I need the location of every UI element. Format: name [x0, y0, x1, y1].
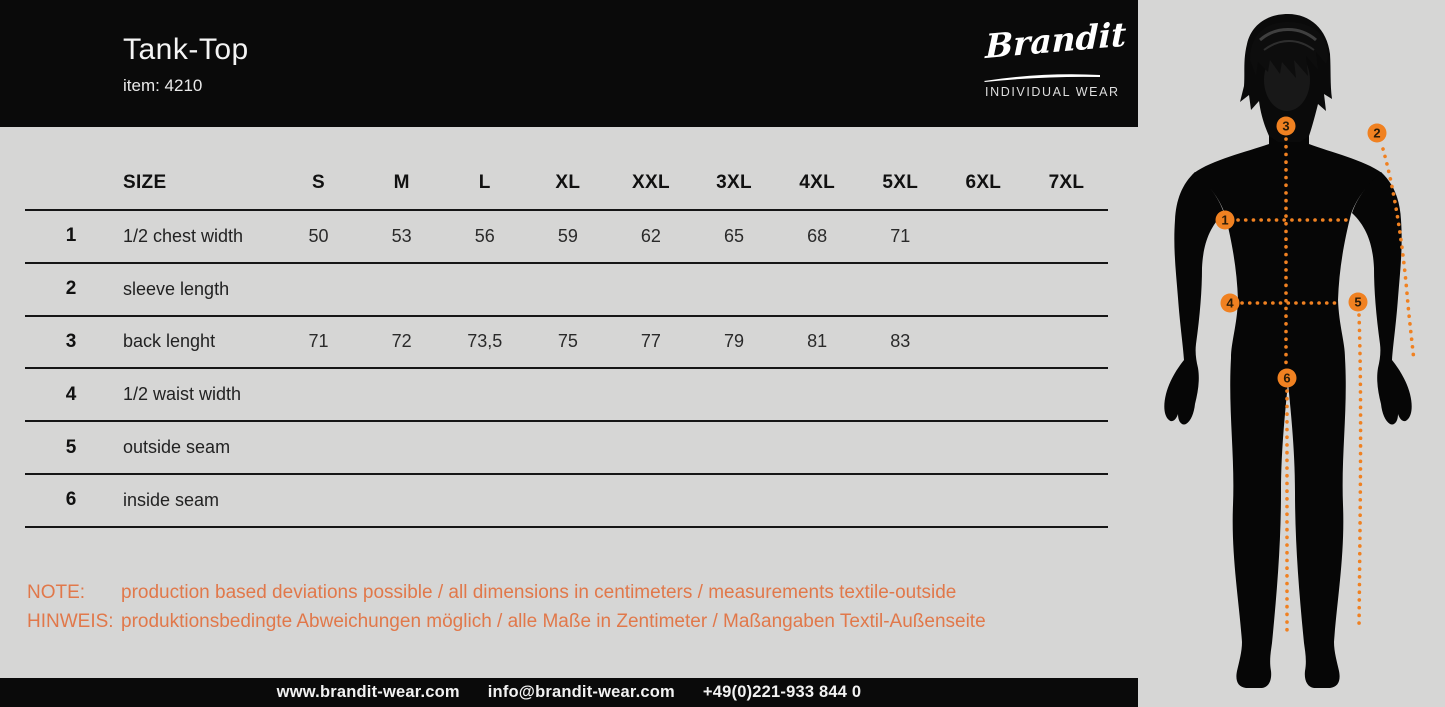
measure-point-6: [1277, 368, 1297, 388]
cell-value: 79: [724, 331, 745, 352]
size-column-header: S: [312, 172, 326, 193]
table-row: 5 outside seam: [25, 422, 1108, 475]
notes-block: NOTE: production based deviations possib…: [27, 578, 986, 636]
measure-point-4: [1220, 293, 1240, 313]
cell-value: 68: [807, 225, 828, 246]
cell-value: 56: [474, 225, 495, 246]
size-header-label: SIZE: [123, 172, 167, 193]
size-column-header: 7XL: [1048, 172, 1085, 193]
row-number: 5: [65, 436, 77, 458]
cell-value: 71: [890, 225, 911, 246]
note-text: produktionsbedingte Abweichungen möglich…: [121, 611, 986, 632]
note-label: HINWEIS:: [27, 611, 114, 632]
size-column-header: 3XL: [716, 172, 752, 193]
note-line-en: NOTE: production based deviations possib…: [27, 578, 986, 607]
cell-value: 72: [391, 331, 412, 352]
brand-logo: Brandit INDIVIDUAL WEAR: [984, 14, 1127, 105]
table-row: 2 sleeve length: [25, 264, 1108, 317]
note-label: NOTE:: [27, 582, 86, 603]
size-column-header: 5XL: [882, 172, 919, 193]
measure-point-label: 6: [1283, 371, 1290, 386]
measure-point-label: 5: [1354, 295, 1361, 310]
measurement-figure: 1 2 3 4 5 6: [1138, 0, 1445, 707]
row-number: 2: [65, 278, 77, 300]
note-text: production based deviations possible / a…: [121, 582, 957, 603]
sleeve-length-line: [1381, 147, 1416, 364]
cell-value: 83: [890, 331, 911, 352]
logo-underline-swash: [984, 74, 1100, 82]
row-number: 1: [65, 225, 77, 247]
footer-website-link[interactable]: www.brandit-wear.com: [276, 683, 460, 701]
brand-tagline: INDIVIDUAL WEAR: [985, 85, 1120, 99]
size-table: SIZE S M L XL XXL 3XL 4XL 5XL 6XL 7XL 1 1/2 chest wi…: [25, 157, 1108, 528]
table-row: 1 1/2 chest width 50 53 56 59 62 65 68 71: [25, 211, 1108, 264]
size-column-header: L: [478, 172, 491, 193]
measure-point-2: [1367, 123, 1387, 143]
size-column-header: 6XL: [965, 172, 1002, 193]
cell-value: 73,5: [467, 331, 503, 352]
row-number: 3: [65, 330, 77, 352]
top-band: Tank-Top item: 4210 Brandit INDIVIDUAL W…: [0, 0, 1138, 127]
footer-bar: www.brandit-wear.com info@brandit-wear.c…: [0, 678, 1138, 707]
size-column-header: XXL: [632, 172, 670, 193]
page-title: Tank-Top: [123, 33, 249, 66]
row-label: 1/2 waist width: [123, 384, 242, 405]
measurement-lines: [1236, 137, 1416, 634]
outside-seam-line: [1357, 313, 1363, 632]
table-row: 6 inside seam: [25, 475, 1108, 528]
row-label: inside seam: [123, 489, 220, 510]
measure-point-label: 2: [1373, 126, 1380, 141]
cell-value: 77: [640, 331, 661, 352]
table-row: 3 back lenght 71 72 73,5 75 77 79 81 83: [25, 317, 1108, 370]
cell-value: 62: [640, 225, 661, 246]
cell-value: 59: [557, 225, 578, 246]
measure-point-3: [1276, 116, 1296, 136]
brand-script-wordmark: Brandit: [984, 14, 1127, 67]
cell-value: 53: [391, 225, 412, 246]
size-column-header: XL: [555, 172, 581, 193]
male-silhouette-diagram: 1 2 3 4 5 6: [1164, 14, 1416, 688]
row-label: back lenght: [123, 331, 216, 352]
cell-value: 71: [308, 331, 329, 352]
cell-value: 81: [807, 331, 828, 352]
measurement-point-badges: 1 2 3 4 5 6: [1215, 116, 1387, 388]
cell-value: 50: [308, 225, 329, 246]
hair-highlight: [1263, 40, 1315, 51]
note-line-de: HINWEIS: produktionsbedingte Abweichunge…: [27, 607, 986, 636]
cell-value: 75: [557, 331, 578, 352]
table-row: 4 1/2 waist width: [25, 369, 1108, 423]
measure-point-5: [1348, 292, 1368, 312]
size-table-header-row: SIZE S M L XL XXL 3XL 4XL 5XL 6XL 7XL: [25, 157, 1108, 211]
row-number: 6: [65, 489, 77, 511]
measure-point-label: 1: [1221, 213, 1228, 228]
size-column-header: M: [393, 172, 410, 193]
row-label: sleeve length: [123, 278, 230, 299]
measure-point-1: [1215, 210, 1235, 230]
row-label: outside seam: [123, 437, 231, 458]
row-label: 1/2 chest width: [123, 225, 244, 246]
item-number: item: 4210: [123, 76, 203, 95]
footer-email-link[interactable]: info@brandit-wear.com: [487, 683, 675, 701]
left-arm-silhouette: [1164, 172, 1224, 425]
cell-value: 65: [724, 225, 745, 246]
hair-highlight: [1259, 28, 1317, 42]
body-silhouette: [1194, 106, 1382, 688]
measure-point-label: 4: [1226, 296, 1234, 311]
measure-point-label: 3: [1282, 119, 1289, 134]
row-number: 4: [65, 383, 77, 405]
right-arm-silhouette: [1352, 172, 1412, 425]
footer-phone: +49(0)221-933 844 0: [702, 683, 862, 701]
size-column-header: 4XL: [799, 172, 836, 193]
